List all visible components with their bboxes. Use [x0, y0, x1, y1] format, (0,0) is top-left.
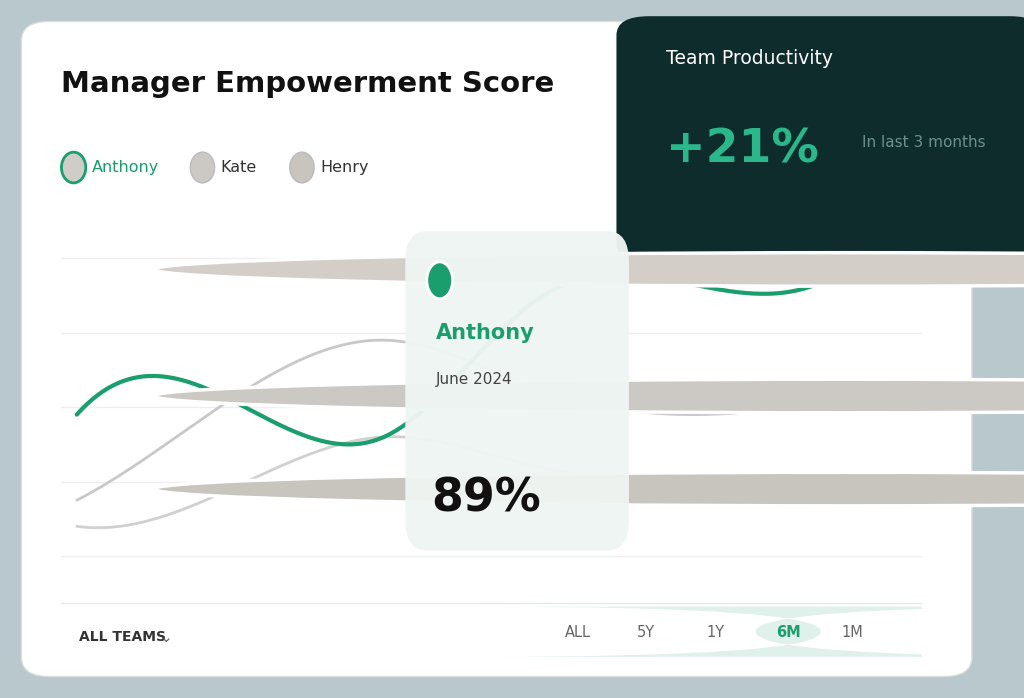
Text: 89%: 89%	[431, 477, 541, 522]
Text: 1M: 1M	[842, 625, 863, 641]
Text: 5Y: 5Y	[637, 625, 655, 641]
Circle shape	[154, 473, 1024, 506]
Text: Henry: Henry	[321, 160, 369, 175]
Text: Anthony: Anthony	[435, 323, 535, 343]
Circle shape	[290, 152, 314, 183]
Text: June 2024: June 2024	[435, 373, 512, 387]
Text: ALL: ALL	[564, 625, 591, 641]
FancyBboxPatch shape	[477, 607, 1024, 657]
Text: Manager Empowerment Score: Manager Empowerment Score	[61, 70, 555, 98]
Text: Anthony: Anthony	[92, 160, 159, 175]
FancyBboxPatch shape	[22, 22, 972, 676]
Circle shape	[154, 379, 1024, 413]
Circle shape	[427, 262, 453, 299]
FancyBboxPatch shape	[406, 231, 629, 551]
Circle shape	[154, 253, 1024, 286]
Text: Kate: Kate	[221, 160, 257, 175]
Text: In last 3 months: In last 3 months	[862, 135, 986, 150]
Circle shape	[61, 152, 86, 183]
Text: 6M: 6M	[776, 625, 801, 641]
FancyBboxPatch shape	[616, 16, 1024, 263]
Circle shape	[190, 152, 215, 183]
Text: ALL TEAMS: ALL TEAMS	[79, 630, 166, 644]
Text: +21%: +21%	[666, 128, 818, 172]
Text: ⌄: ⌄	[161, 630, 173, 646]
Text: 1Y: 1Y	[707, 625, 724, 641]
Text: Team Productivity: Team Productivity	[666, 50, 833, 68]
